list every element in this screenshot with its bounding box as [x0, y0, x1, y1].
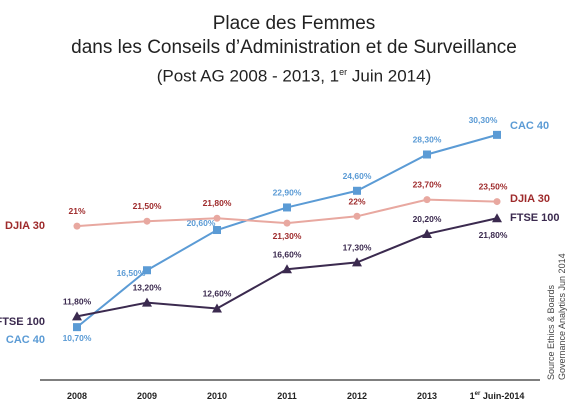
x-tick-label: 2010 [207, 391, 227, 401]
data-label: 22,90% [273, 187, 302, 197]
data-point [423, 150, 431, 159]
data-label: 28,30% [413, 134, 442, 144]
data-point [492, 213, 502, 223]
data-label: 24,60% [343, 171, 372, 181]
title-line-3: (Post AG 2008 - 2013, 1er Juin 2014) [0, 60, 588, 89]
title-line-2: dans les Conseils d’Administration et de… [71, 37, 517, 58]
data-point [213, 226, 221, 235]
data-label: 20,60% [187, 218, 216, 228]
data-label: 30,30% [469, 115, 498, 125]
data-point [352, 257, 362, 267]
data-point [143, 266, 151, 275]
data-point [72, 311, 82, 321]
data-point [353, 212, 361, 220]
source-note: Source Ethics & Boards Governance Analyti… [546, 253, 567, 380]
series-name-label: CAC 40 [510, 120, 549, 132]
data-label: 20,20% [413, 214, 442, 224]
data-point [422, 228, 432, 238]
data-label: 21,50% [133, 201, 162, 211]
data-point [212, 303, 222, 313]
series-name-label: CAC 40 [6, 334, 45, 346]
data-label: 11,80% [63, 296, 92, 306]
data-label: 22% [348, 196, 365, 206]
x-tick-label: 1er Juin-2014 [470, 391, 525, 401]
data-point [73, 323, 81, 332]
series-name-label: FTSE 100 [510, 212, 560, 224]
data-point [283, 203, 291, 212]
data-label: 23,50% [479, 182, 508, 192]
x-tick-label: 2011 [277, 391, 297, 401]
x-tick-label: 2008 [67, 391, 87, 401]
data-label: 16,50% [117, 268, 146, 278]
source-line: Source Ethics & Boards [546, 284, 556, 380]
data-label: 10,70% [63, 333, 92, 343]
data-label: 16,60% [273, 249, 302, 259]
title-line-3-sup: er [339, 67, 348, 77]
title-line-1: Place des Femmes [212, 13, 376, 34]
x-tick-label: 2013 [417, 391, 437, 401]
series-name-label: FTSE 100 [0, 316, 45, 328]
data-point [143, 217, 151, 225]
chart-title: Place des Femmes dans les Conseils d’Adm… [0, 12, 588, 89]
data-point [73, 222, 81, 230]
data-point [493, 130, 501, 139]
data-label: 21,80% [479, 230, 508, 240]
series-name-label: DJIA 30 [510, 193, 550, 205]
data-point [423, 196, 431, 204]
x-tick-label: 2009 [137, 391, 157, 401]
data-point [283, 219, 291, 227]
data-label: 21% [68, 206, 85, 216]
source-line: Governance Analytics Jun 2014 [557, 253, 567, 380]
data-point [493, 198, 501, 206]
data-label: 13,20% [133, 283, 162, 293]
title-line-3-post: Juin 2014) [347, 66, 432, 86]
data-point [142, 297, 152, 307]
data-point [282, 264, 292, 274]
data-label: 21,80% [203, 198, 232, 208]
x-tick-label: 2012 [347, 391, 367, 401]
data-label: 21,30% [273, 231, 302, 241]
title-line-3-pre: (Post AG 2008 - 2013, 1 [156, 66, 340, 86]
series-name-label: DJIA 30 [5, 220, 45, 232]
data-point [353, 186, 361, 195]
data-label: 23,70% [413, 180, 442, 190]
data-label: 17,30% [343, 242, 372, 252]
data-point [213, 214, 221, 222]
data-label: 12,60% [203, 288, 232, 298]
